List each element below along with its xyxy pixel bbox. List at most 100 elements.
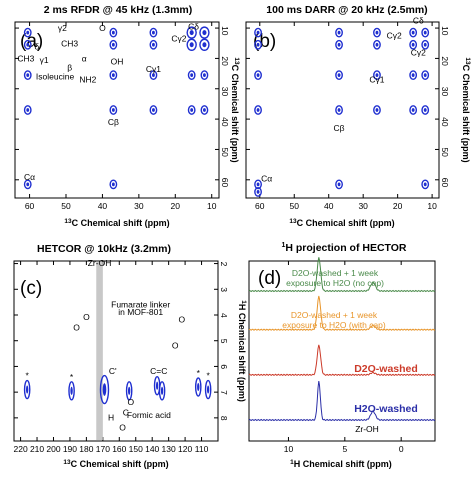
panel-c-xlabel-main: C Chemical shift (ppm) [71, 459, 169, 469]
panel-a-peak-core [111, 182, 115, 187]
panel-b-peak-outer [421, 39, 430, 50]
panel-c-peak [204, 379, 212, 400]
panel-b-peak-outer [335, 27, 343, 38]
panel-c-annotation: H [108, 412, 114, 422]
panel-b-xlabel: 13C Chemical shift (ppm) [289, 218, 394, 228]
panel-b-peak-outer [373, 105, 381, 115]
panel-c-annotation: Zr-OH [88, 258, 112, 268]
panel-c-marks: 220 210 200 190 180 170 160 150 140 130 120 110 2 3 4 5… [13, 258, 229, 454]
panel-b-ytick-label: 50 [440, 147, 450, 157]
panel-a-xtick-label: 60 [25, 201, 35, 211]
panel-b-peak-core [256, 30, 260, 35]
panel-c-xtick-label: 140 [145, 444, 159, 454]
panel-b-peak-outer [421, 70, 430, 81]
panel-a-peak-core [151, 42, 155, 47]
panel-a-peak-core [26, 73, 30, 77]
panel-a-peak-outer [187, 70, 196, 81]
panel-c-peak-outer [23, 379, 31, 400]
panel-c-peak [194, 377, 202, 397]
panel-c-xtick-label: 170 [96, 444, 110, 454]
panel-a-ylabel: 13C Chemical shift (ppm) [230, 57, 240, 162]
panel-c-annotation: Fumarate linker [111, 299, 170, 309]
panel-a-peak-outer [23, 39, 32, 50]
panel-a-peak-outer [23, 179, 32, 190]
panel-c-annotation: C [123, 407, 129, 417]
panel-b-peak [254, 27, 262, 38]
panel-c-peak-core [160, 386, 164, 395]
panel-b-peak-outer [373, 39, 381, 50]
panel-d-marks: 10 5 0 [248, 257, 436, 454]
panel-b-peak-outer [373, 27, 381, 38]
panel-d-xlabel-main: H Chemical shift (ppm) [294, 459, 392, 469]
legend-orange-line2: exposure to H2O (with cap) [282, 320, 386, 330]
panel-c-peak-label: * [70, 372, 74, 382]
panel-a-xlabel: 13C Chemical shift (ppm) [64, 218, 169, 228]
panel-a-xtick-label: 20 [171, 201, 181, 211]
panel-c-annotation: O [172, 340, 179, 350]
panel-a-peak [23, 179, 32, 190]
panel-d-series-line [248, 295, 436, 331]
panel-d-zr-oh-label: Zr-OH [355, 424, 379, 434]
panel-c-frame [13, 260, 219, 442]
panel-c-peak-core [70, 386, 73, 395]
panel-a-xtick-label: 40 [98, 201, 108, 211]
chart-marks: 60 50 40 30 20 10102030405060CδCγ2Cγ1CβCαIsol… [13, 16, 450, 454]
legend-orange-line1: D2O-washed + 1 week [291, 310, 378, 320]
panel-b-frame [245, 21, 440, 199]
panel-b-peak-core [423, 73, 427, 77]
panel-a-peak-outer [187, 105, 196, 115]
panel-c-peak-core [197, 382, 200, 392]
panel-b-peak [409, 70, 418, 81]
panel-c-peak [158, 381, 166, 401]
panel-b-peak [373, 70, 381, 81]
panel-c-annotation: C=C [150, 366, 167, 376]
panel-b-annotation: Cγ2 [387, 31, 402, 41]
legend-red: D2O-washed [354, 363, 418, 375]
panel-b-peak-core [256, 73, 260, 77]
panel-c-annotation: O [119, 423, 126, 433]
panel-a-peak-core [111, 73, 115, 77]
panel-b-peak-core [337, 73, 341, 77]
panel-c-annotation: C' [109, 366, 117, 376]
panel-b-peak [254, 70, 262, 81]
panel-b-peak-outer [409, 70, 418, 81]
panel-a-xlabel-main: C Chemical shift (ppm) [72, 218, 170, 228]
panel-c-ylabel-main: H Chemical shift (ppm) [237, 304, 247, 402]
panel-c-annotation: in MOF-801 [118, 307, 163, 317]
panel-b-title: 100 ms DARR @ 20 kHz (2.5mm) [266, 4, 427, 16]
panel-a-xtick-label: 30 [134, 201, 144, 211]
panel-a-peak [149, 27, 158, 38]
panel-a-peak [199, 38, 210, 51]
panel-b-peak-core [256, 108, 260, 112]
panel-a-annotation: δ [34, 41, 39, 51]
panel-c-xlabel: 13C Chemical shift (ppm) [63, 459, 168, 469]
panel-b-peak-core [375, 108, 379, 112]
panel-b-peak [421, 27, 430, 38]
panel-c-peak-label: * [206, 371, 210, 381]
panel-b-peak-core [256, 42, 260, 47]
panel-a-peak-core [190, 108, 194, 112]
panel-a-peak [23, 27, 32, 38]
panel-c-ytick-label: 5 [219, 339, 229, 344]
panel-b-peak-outer [335, 70, 343, 81]
panel-b-peak [421, 179, 430, 190]
panel-a-peak-outer [109, 39, 118, 50]
panel-a-peak [187, 105, 196, 115]
panel-d-title: 1H projection of HECTOR [281, 242, 406, 254]
panel-a-peak-outer [149, 39, 158, 50]
panel-a-peak-core [151, 108, 155, 112]
panel-b-peak-outer [421, 179, 430, 190]
panel-b-peak [373, 39, 381, 50]
panel-c-xtick-label: 130 [162, 444, 176, 454]
panel-a-annotation: γ2 [58, 23, 67, 33]
panel-b-ytick-label: 60 [440, 178, 450, 188]
panel-a-peak-core [111, 30, 115, 35]
panel-b-peak [335, 27, 343, 38]
panel-a-ytick-label: 60 [220, 178, 230, 188]
panel-c-peak [99, 374, 110, 405]
panel-a-peak [149, 39, 158, 50]
panel-d-xlabel-sup: 1 [290, 459, 294, 466]
panel-c-peak-core [206, 385, 210, 394]
panel-c-annotation: O [178, 315, 185, 325]
panel-b-peak-core [337, 182, 341, 187]
